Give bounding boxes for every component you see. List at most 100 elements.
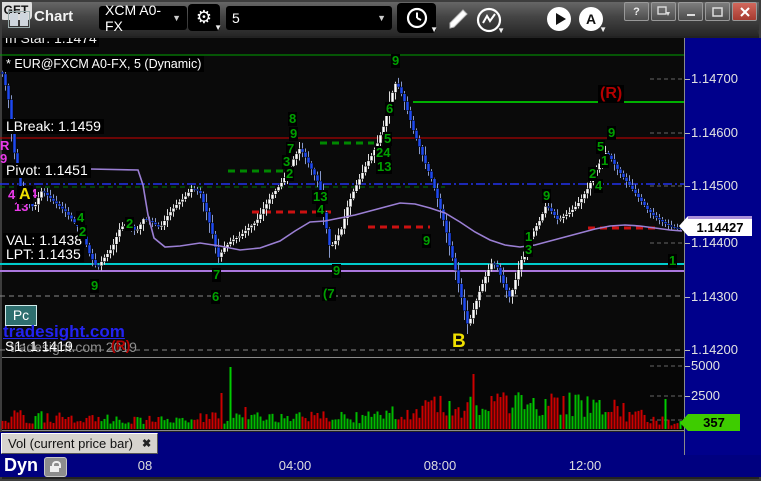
gear-button[interactable]: ⚙ ▼ bbox=[188, 4, 222, 32]
volume-tab[interactable]: Vol (current price bar) ✖ bbox=[1, 433, 159, 454]
candlestick bbox=[36, 197, 41, 205]
volume-bar bbox=[613, 399, 616, 429]
candlestick bbox=[180, 199, 185, 203]
close-icon bbox=[739, 6, 750, 17]
volume-bar bbox=[253, 414, 256, 429]
candlestick bbox=[111, 244, 116, 251]
volume-bar bbox=[136, 417, 139, 429]
candlestick bbox=[117, 229, 122, 237]
candlestick bbox=[249, 225, 254, 228]
close-button[interactable] bbox=[732, 2, 757, 21]
candlestick bbox=[195, 189, 200, 191]
volume-bar bbox=[628, 412, 631, 429]
volume-bar bbox=[496, 393, 499, 429]
volume-bar bbox=[205, 414, 208, 429]
line-study-button[interactable]: ▼ bbox=[474, 5, 505, 35]
volume-bar bbox=[379, 414, 382, 429]
candlestick bbox=[333, 240, 338, 245]
candlestick bbox=[258, 213, 263, 220]
volume-bar bbox=[31, 423, 34, 429]
candlestick bbox=[564, 214, 569, 217]
volume-bar bbox=[304, 418, 307, 429]
candlestick bbox=[519, 259, 524, 270]
price-pane[interactable] bbox=[0, 38, 684, 357]
candlestick bbox=[393, 83, 398, 93]
candlestick bbox=[18, 170, 23, 187]
candlestick bbox=[264, 203, 269, 210]
volume-bar bbox=[169, 422, 172, 429]
minimize-button[interactable] bbox=[678, 2, 703, 21]
candlestick bbox=[213, 233, 218, 248]
candlestick bbox=[546, 206, 551, 209]
volume-bar bbox=[211, 412, 214, 429]
volume-bar bbox=[307, 421, 310, 429]
candlestick bbox=[192, 188, 197, 191]
volume-bar bbox=[289, 421, 292, 429]
volume-bar bbox=[64, 418, 67, 429]
candlestick bbox=[561, 216, 566, 219]
chart-area: m Star: 1.1474 * EUR@FXCM A0-FX, 5 (Dyna… bbox=[0, 36, 761, 481]
symbol-dropdown[interactable]: XCM A0-FX ▼ bbox=[99, 2, 187, 34]
candlestick bbox=[282, 177, 287, 183]
candlestick bbox=[306, 156, 311, 164]
candlestick bbox=[234, 237, 239, 240]
restore-window-button[interactable] bbox=[651, 2, 676, 21]
axis-tick: 2500 bbox=[685, 388, 720, 403]
volume-bar bbox=[19, 410, 22, 429]
close-tab-icon[interactable]: ✖ bbox=[142, 438, 152, 450]
chevron-down-icon: ▼ bbox=[599, 25, 607, 34]
candlestick bbox=[471, 309, 476, 319]
maximize-button[interactable] bbox=[705, 2, 730, 21]
interval-dropdown[interactable]: 5 ▼ bbox=[226, 6, 392, 30]
candlestick bbox=[339, 228, 344, 236]
price-axis[interactable]: 1.14427 357 1.14700 1.14600 1.14500 1.14400… bbox=[679, 38, 761, 455]
volume-bar bbox=[580, 400, 583, 429]
help-button[interactable]: ? bbox=[624, 2, 649, 21]
volume-bar bbox=[673, 423, 676, 429]
candlestick bbox=[132, 226, 137, 231]
draw-tool-button[interactable] bbox=[444, 5, 471, 32]
candlestick bbox=[81, 229, 86, 237]
lock-icon[interactable] bbox=[44, 457, 67, 477]
dyn-label: Dyn bbox=[4, 455, 39, 475]
axis-tick: 1.14500 bbox=[685, 178, 738, 193]
time-template-button[interactable]: ▼ bbox=[397, 3, 438, 34]
volume-bar bbox=[445, 415, 448, 429]
tradesight-link[interactable]: tradesight.com bbox=[3, 322, 125, 341]
volume-bar bbox=[280, 413, 283, 429]
candlestick bbox=[159, 225, 164, 228]
candlestick bbox=[528, 236, 533, 244]
candlestick bbox=[141, 218, 146, 225]
volume-bar bbox=[511, 407, 514, 429]
chevron-down-icon: ▼ bbox=[755, 28, 761, 37]
candlestick bbox=[12, 126, 17, 154]
candlestick bbox=[63, 208, 68, 212]
volume-bar bbox=[640, 409, 643, 429]
volume-bar bbox=[145, 419, 148, 429]
candlestick bbox=[300, 148, 305, 153]
volume-bar bbox=[193, 419, 196, 429]
volume-bar bbox=[373, 413, 376, 429]
candlestick bbox=[150, 220, 155, 223]
candlestick bbox=[486, 269, 491, 277]
candlestick bbox=[537, 220, 542, 227]
analysis-button[interactable]: A ▼ bbox=[577, 5, 607, 34]
volume-bar bbox=[274, 421, 277, 429]
candlestick bbox=[93, 259, 98, 266]
candlestick bbox=[417, 138, 422, 147]
volume-bar bbox=[85, 417, 88, 429]
candlestick bbox=[72, 218, 77, 223]
candlestick bbox=[48, 195, 53, 199]
volume-bar bbox=[316, 412, 319, 429]
candlestick bbox=[498, 267, 503, 276]
volume-bar bbox=[16, 412, 19, 429]
chart-canvas[interactable] bbox=[0, 38, 684, 432]
candlestick bbox=[636, 193, 641, 198]
candlestick bbox=[78, 226, 83, 231]
time-axis[interactable]: Dyn 08 04:00 08:00 12:00 bbox=[0, 455, 761, 477]
candlestick bbox=[402, 93, 407, 102]
play-button[interactable] bbox=[545, 5, 573, 33]
clipped-star-label: m Star: 1.1474 bbox=[3, 38, 99, 47]
volume-bar bbox=[241, 417, 244, 429]
candlestick bbox=[24, 193, 29, 201]
